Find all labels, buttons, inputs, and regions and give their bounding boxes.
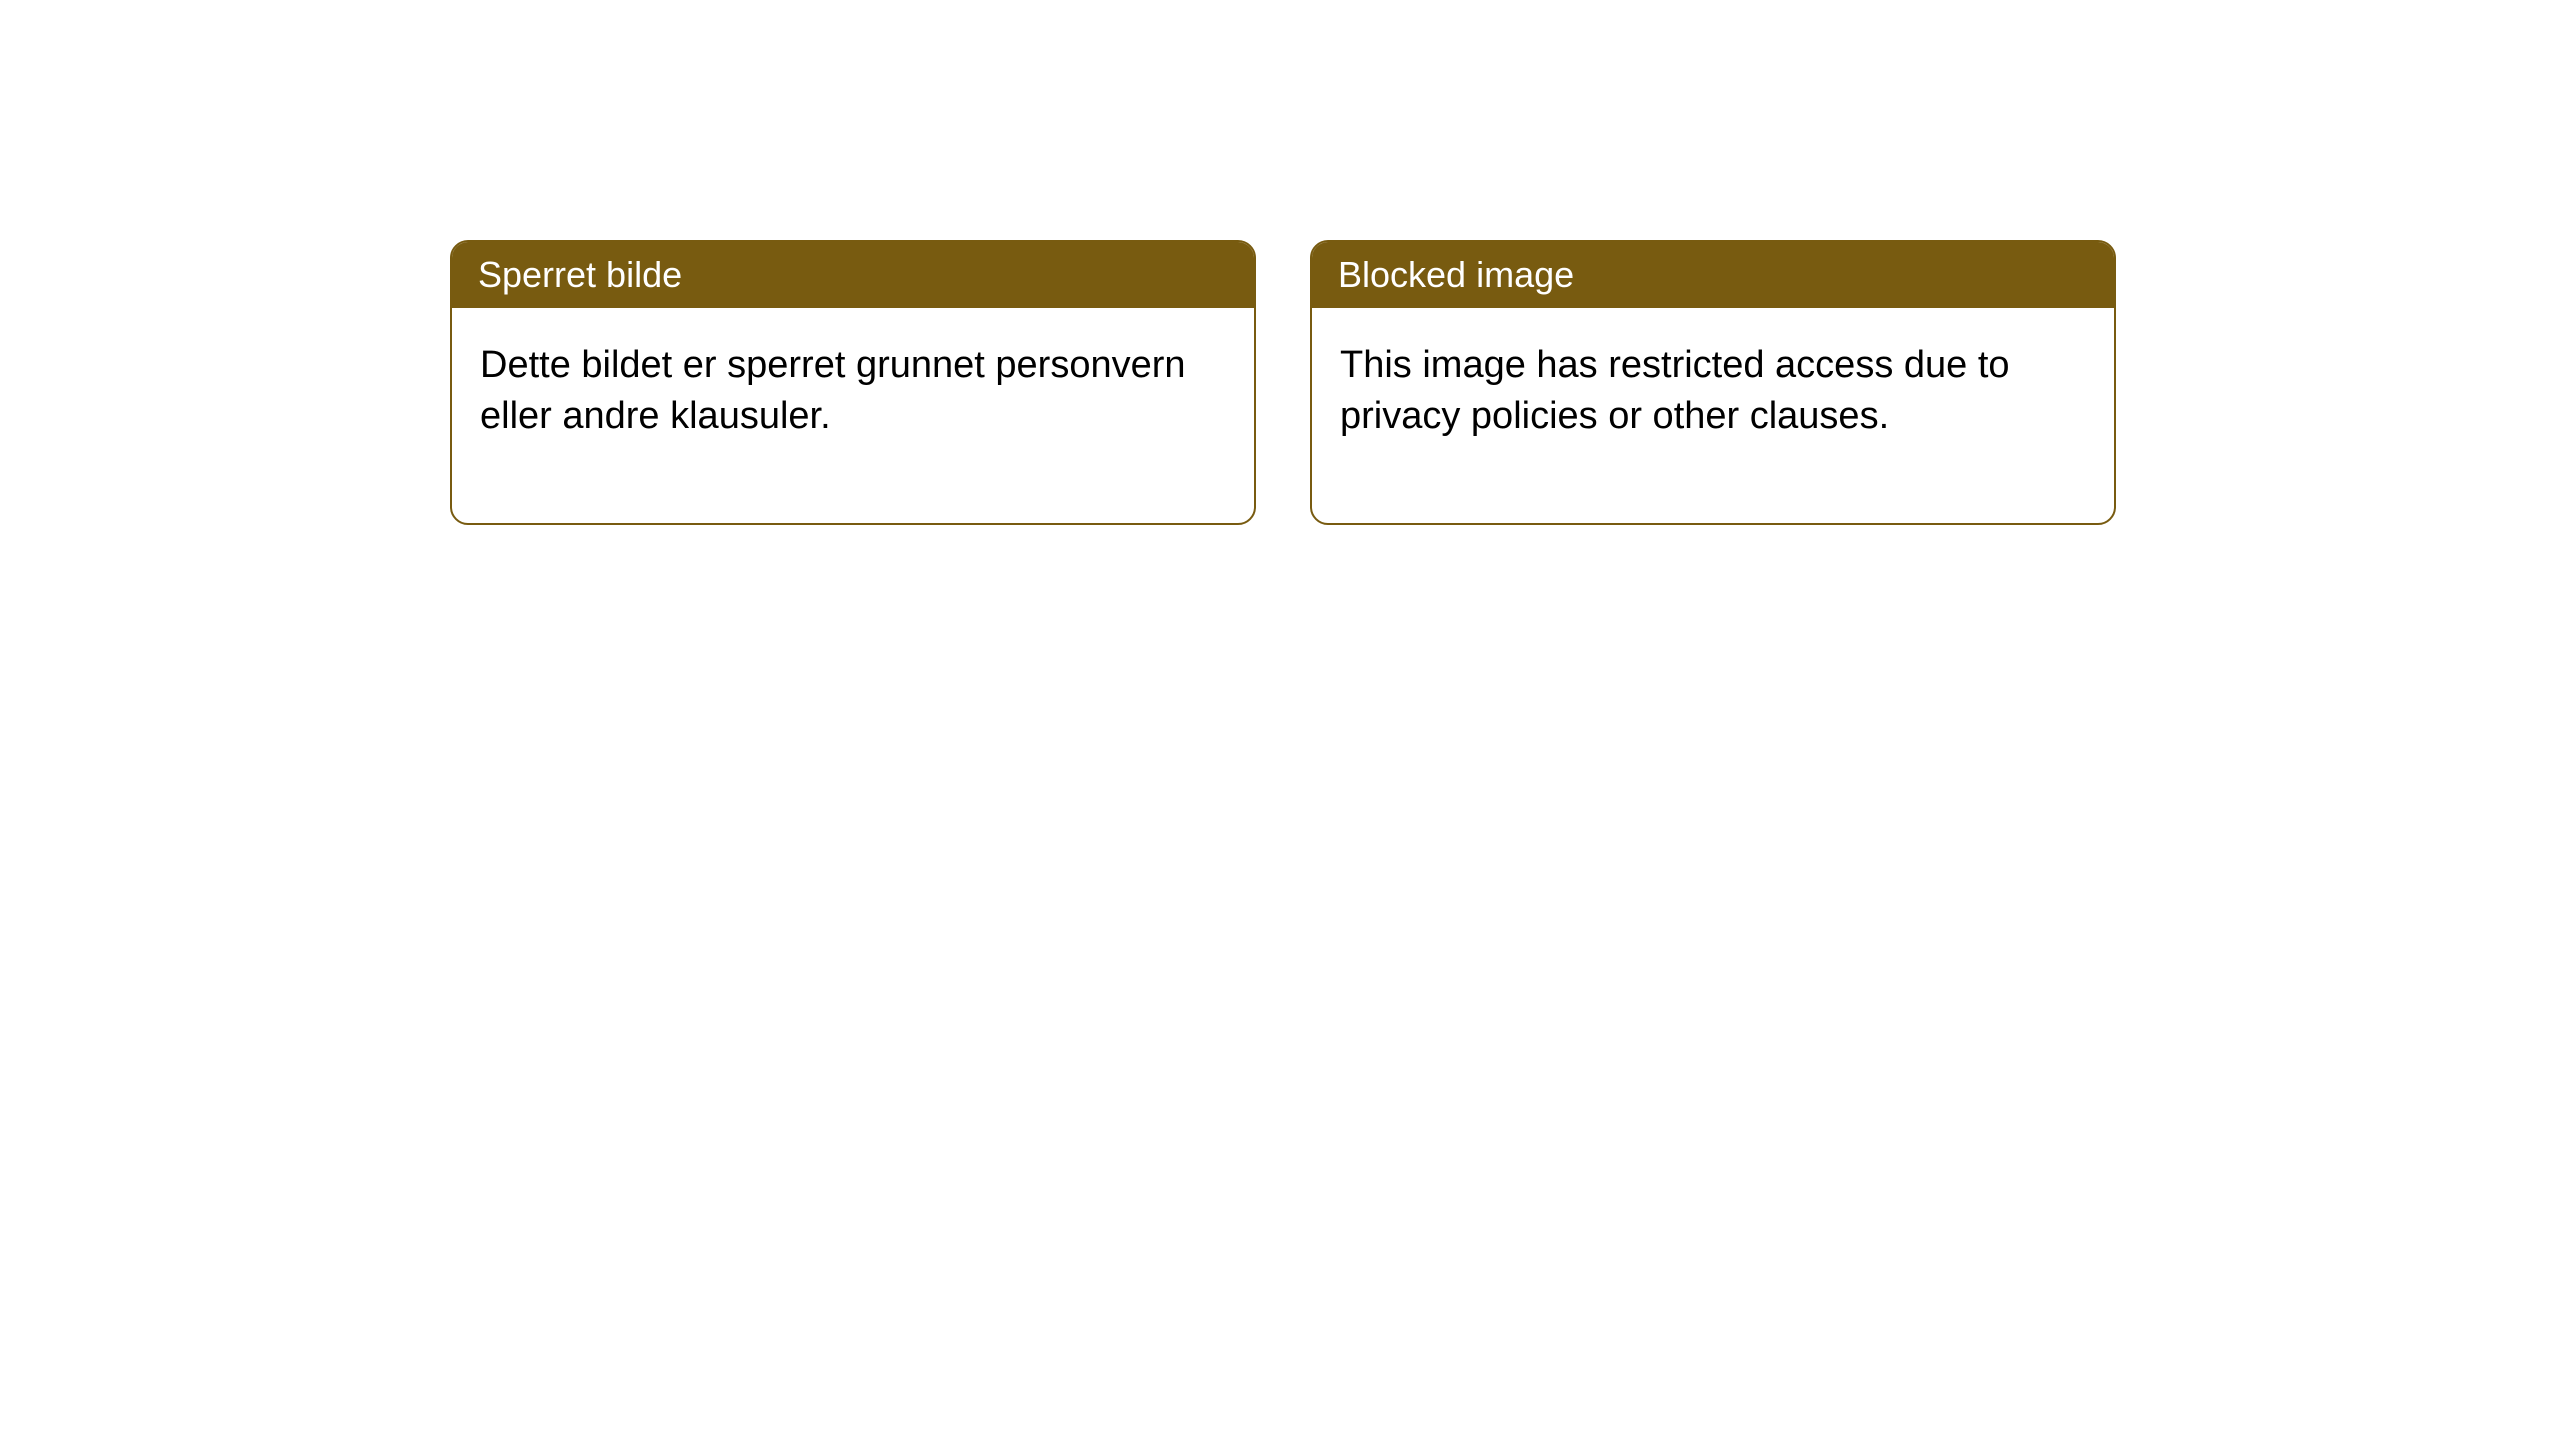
- notice-body-text: Dette bildet er sperret grunnet personve…: [480, 344, 1186, 437]
- notice-body-text: This image has restricted access due to …: [1340, 344, 2010, 437]
- notice-header: Sperret bilde: [452, 242, 1254, 308]
- notice-box-norwegian: Sperret bilde Dette bildet er sperret gr…: [450, 240, 1256, 525]
- notices-container: Sperret bilde Dette bildet er sperret gr…: [450, 240, 2116, 525]
- notice-header: Blocked image: [1312, 242, 2114, 308]
- notice-box-english: Blocked image This image has restricted …: [1310, 240, 2116, 525]
- notice-body: This image has restricted access due to …: [1312, 308, 2114, 523]
- notice-body: Dette bildet er sperret grunnet personve…: [452, 308, 1254, 523]
- notice-title: Blocked image: [1338, 254, 1574, 295]
- notice-title: Sperret bilde: [478, 254, 682, 295]
